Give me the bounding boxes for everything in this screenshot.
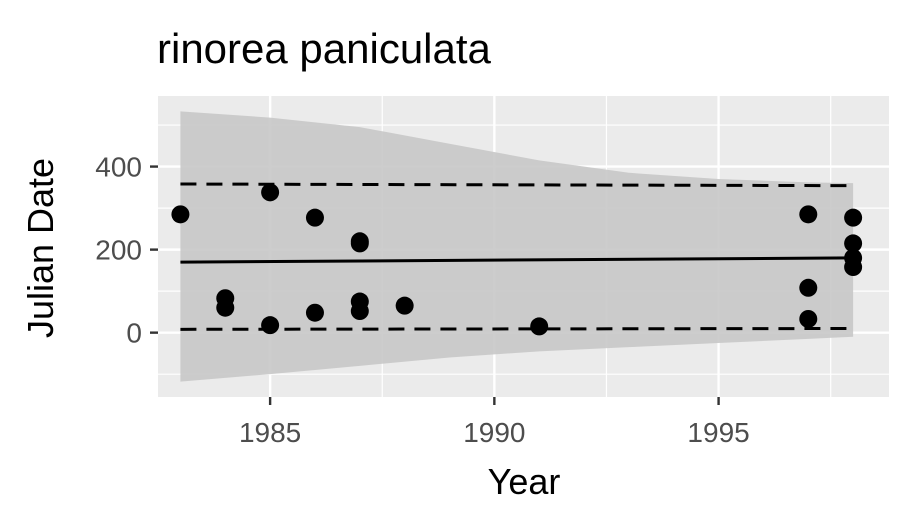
x-axis-title: Year [488, 461, 561, 502]
x-tick-label: 1995 [687, 417, 749, 448]
data-point [844, 208, 863, 227]
x-tick-label: 1990 [463, 417, 525, 448]
confidence-band-layer [180, 111, 854, 382]
y-tick-label: 0 [126, 318, 142, 349]
data-point [799, 278, 818, 297]
upper-quantile-line [180, 182, 854, 188]
y-tick-label: 400 [95, 152, 142, 183]
data-point [171, 205, 190, 224]
y-axis-title: Julian Date [20, 158, 61, 338]
x-axis: 1985 1990 1995 [239, 397, 750, 448]
data-point [261, 183, 280, 202]
data-point [305, 208, 324, 227]
data-point [216, 298, 235, 317]
data-point [530, 317, 549, 336]
line-layer [180, 182, 854, 331]
y-tick-label: 200 [95, 235, 142, 266]
fit-line [180, 256, 854, 264]
data-point [350, 234, 369, 253]
lower-quantile-line [180, 326, 854, 331]
data-point [844, 234, 863, 253]
data-point [844, 258, 863, 277]
data-point [799, 205, 818, 224]
data-point [350, 302, 369, 321]
data-point [799, 309, 818, 328]
data-point [395, 296, 414, 315]
confidence-band [180, 111, 854, 382]
y-axis: 0 200 400 [95, 152, 158, 349]
point-layer [171, 183, 863, 336]
x-tick-label: 1985 [239, 417, 301, 448]
data-point [261, 316, 280, 335]
chart-title: rinorea paniculata [157, 25, 492, 72]
data-point [305, 303, 324, 322]
